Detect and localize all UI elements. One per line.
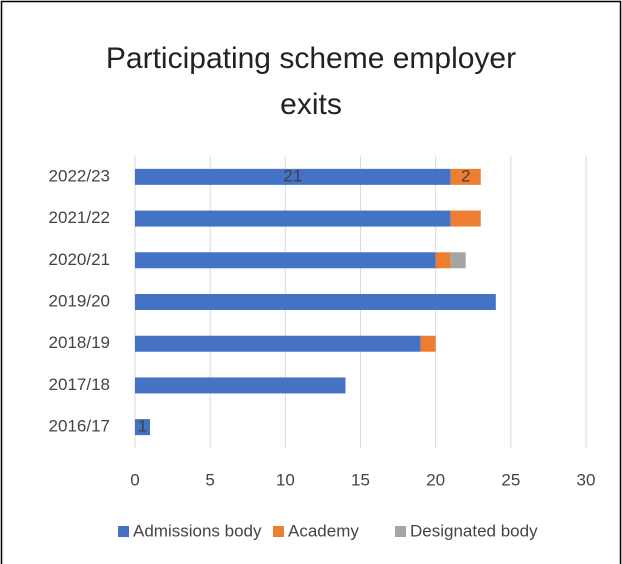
x-tick-label: 25 — [501, 470, 520, 489]
bar-segment — [450, 168, 481, 185]
data-label: 21 — [283, 166, 302, 185]
legend-swatch — [273, 526, 284, 537]
y-tick-label: 2017/18 — [49, 375, 110, 394]
bar-segment — [135, 419, 151, 436]
y-tick-label: 2022/23 — [49, 166, 110, 185]
y-tick-label: 2019/20 — [49, 291, 110, 310]
chart-title: Participating scheme employer exits — [105, 42, 517, 121]
x-tick-label: 20 — [426, 470, 445, 489]
data-label: 2 — [461, 166, 470, 185]
x-tick-label: 0 — [130, 470, 139, 489]
data-label: 1 — [138, 417, 147, 436]
bar-segment — [135, 210, 451, 227]
y-tick-label: 2018/19 — [49, 333, 110, 352]
legend-swatch — [118, 526, 129, 537]
bar-segment — [135, 335, 421, 352]
bar-segment — [435, 252, 451, 269]
legend-label: Academy — [288, 521, 359, 540]
legend-swatch — [395, 526, 406, 537]
bar-segment — [420, 335, 436, 352]
legend-label: Designated body — [410, 521, 538, 540]
x-tick-label: 30 — [577, 470, 596, 489]
bar-segment — [135, 168, 451, 185]
bar-segment — [135, 252, 436, 269]
x-tick-label: 5 — [205, 470, 214, 489]
x-tick-label: 10 — [276, 470, 295, 489]
bar-segment — [135, 377, 346, 394]
y-tick-label: 2021/22 — [49, 208, 110, 227]
x-tick-label: 15 — [351, 470, 370, 489]
legend-label: Admissions body — [133, 521, 262, 540]
y-tick-label: 2020/21 — [49, 250, 110, 269]
bar-segment — [450, 210, 481, 227]
y-tick-label: 2016/17 — [49, 417, 110, 436]
bar-segment — [450, 252, 466, 269]
bar-segment — [135, 294, 496, 310]
